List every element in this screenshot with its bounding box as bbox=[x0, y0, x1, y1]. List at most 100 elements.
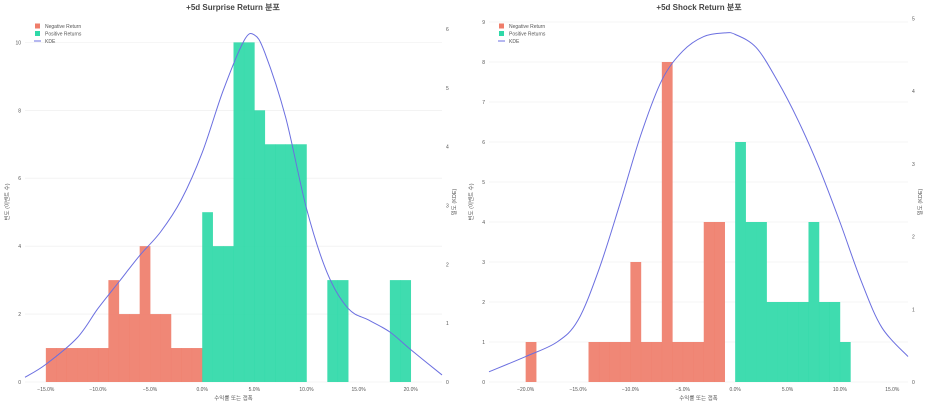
legend-swatch bbox=[499, 23, 504, 29]
legend-label: Negative Return bbox=[509, 24, 545, 30]
y2-tick-label: 2 bbox=[912, 235, 915, 241]
histogram-bar bbox=[839, 342, 851, 382]
y2-axis-label: 밀도 (KDE) bbox=[916, 189, 924, 216]
series-negative bbox=[45, 246, 203, 382]
y-tick-label: 6 bbox=[18, 176, 21, 182]
chart-title: +5d Surprise Return 분포 bbox=[186, 3, 280, 12]
x-tick-label: −10.0% bbox=[622, 387, 640, 393]
histogram-bar bbox=[223, 246, 234, 382]
histogram-bar bbox=[87, 348, 99, 382]
histogram-bar bbox=[97, 348, 109, 382]
y-tick-label: 7 bbox=[482, 100, 485, 106]
x-tick-label: 20.0% bbox=[404, 387, 419, 393]
histogram-bar bbox=[181, 348, 193, 382]
histogram-bar bbox=[160, 314, 172, 382]
histogram-bar bbox=[56, 348, 67, 382]
histogram-bar bbox=[661, 62, 673, 382]
legend-swatch bbox=[499, 31, 504, 36]
y2-tick-label: 0 bbox=[912, 380, 915, 386]
histogram-bar bbox=[243, 42, 255, 383]
x-axis-label: 수익률 또는 갭폭 bbox=[679, 394, 717, 402]
y-tick-label: 1 bbox=[482, 340, 485, 346]
y-tick-label: 5 bbox=[482, 180, 485, 186]
x-tick-label: 0.0% bbox=[197, 387, 209, 393]
x-tick-label: 10.0% bbox=[833, 387, 848, 393]
y-tick-label: 0 bbox=[18, 380, 21, 386]
histogram-bar bbox=[651, 342, 663, 382]
legend-label: KDE bbox=[509, 39, 520, 45]
histogram-bar bbox=[254, 110, 266, 383]
x-tick-label: 5.0% bbox=[249, 387, 261, 393]
y2-axis-label: 밀도 (KDE) bbox=[450, 189, 458, 216]
series-positive bbox=[202, 42, 412, 383]
histogram-bar bbox=[77, 348, 88, 382]
x-tick-label: 0.0% bbox=[729, 387, 741, 393]
histogram-bar bbox=[766, 302, 778, 382]
y-tick-label: 2 bbox=[18, 312, 21, 318]
x-tick-label: 15.0% bbox=[352, 387, 367, 393]
y-tick-label: 10 bbox=[15, 40, 21, 46]
histogram-bar bbox=[66, 348, 78, 382]
y2-tick-label: 5 bbox=[446, 86, 449, 92]
histogram-bar bbox=[598, 342, 610, 382]
histogram-bar bbox=[777, 302, 788, 382]
histogram-bar bbox=[139, 246, 151, 382]
legend-label: Negative Return bbox=[45, 24, 81, 30]
kde-line bbox=[488, 32, 909, 373]
histogram-bar bbox=[327, 280, 339, 382]
histogram-bar bbox=[233, 42, 245, 383]
x-tick-label: 15.0% bbox=[885, 387, 900, 393]
histogram-bar bbox=[693, 342, 705, 382]
x-tick-label: 10.0% bbox=[299, 387, 314, 393]
series-positive bbox=[735, 142, 851, 382]
legend-label: KDE bbox=[45, 39, 56, 45]
y2-tick-label: 1 bbox=[446, 321, 449, 327]
y-axis-label: 빈도 (이벤트 수) bbox=[3, 183, 11, 220]
y-tick-label: 4 bbox=[482, 220, 485, 226]
histogram-bar bbox=[703, 222, 715, 382]
legend-label: Positive Returns bbox=[45, 32, 82, 38]
histogram-bar bbox=[798, 302, 809, 382]
y2-tick-label: 5 bbox=[912, 16, 915, 22]
y2-tick-label: 3 bbox=[912, 162, 915, 168]
legend-swatch bbox=[35, 31, 40, 36]
histogram-bar bbox=[191, 348, 203, 382]
histogram-bar bbox=[264, 144, 276, 382]
x-axis-label: 수익률 또는 갭폭 bbox=[214, 394, 252, 402]
series-negative bbox=[525, 62, 725, 382]
histogram-bar bbox=[389, 280, 401, 382]
histogram-bar bbox=[672, 342, 684, 382]
histogram-bar bbox=[818, 302, 830, 382]
y2-tick-label: 6 bbox=[446, 27, 449, 33]
histogram-bar bbox=[275, 144, 286, 382]
x-tick-label: 5.0% bbox=[782, 387, 794, 393]
histogram-bar bbox=[45, 348, 57, 382]
histogram-bar bbox=[745, 222, 757, 382]
chart-panel-1: +5d Surprise Return 분포 0 2 4 6 8 10 0 1 2 3 4 5 6 −15.… bbox=[3, 3, 458, 402]
x-tick-label: −15.0% bbox=[569, 387, 587, 393]
histogram-bar bbox=[609, 342, 621, 382]
histogram-bar bbox=[170, 348, 182, 382]
y2-tick-label: 4 bbox=[446, 145, 449, 151]
histogram-bar bbox=[212, 246, 224, 382]
kde-line bbox=[24, 32, 443, 378]
histogram-bar bbox=[714, 222, 725, 382]
histogram-bar bbox=[108, 280, 120, 382]
y2-tick-label: 4 bbox=[912, 89, 915, 95]
histogram-bar bbox=[619, 342, 631, 382]
y-tick-label: 8 bbox=[482, 60, 485, 66]
histogram-bar bbox=[829, 302, 841, 382]
y-tick-label: 4 bbox=[18, 244, 21, 250]
histogram-bar bbox=[735, 142, 746, 382]
histogram-bar bbox=[588, 342, 600, 382]
histogram-bar bbox=[285, 144, 297, 382]
histogram-bar bbox=[337, 280, 349, 382]
x-tick-label: −20.0% bbox=[517, 387, 535, 393]
histogram-bar bbox=[756, 222, 767, 382]
y-tick-label: 8 bbox=[18, 108, 21, 114]
histogram-bar bbox=[808, 222, 820, 382]
histogram-bar bbox=[640, 342, 652, 382]
